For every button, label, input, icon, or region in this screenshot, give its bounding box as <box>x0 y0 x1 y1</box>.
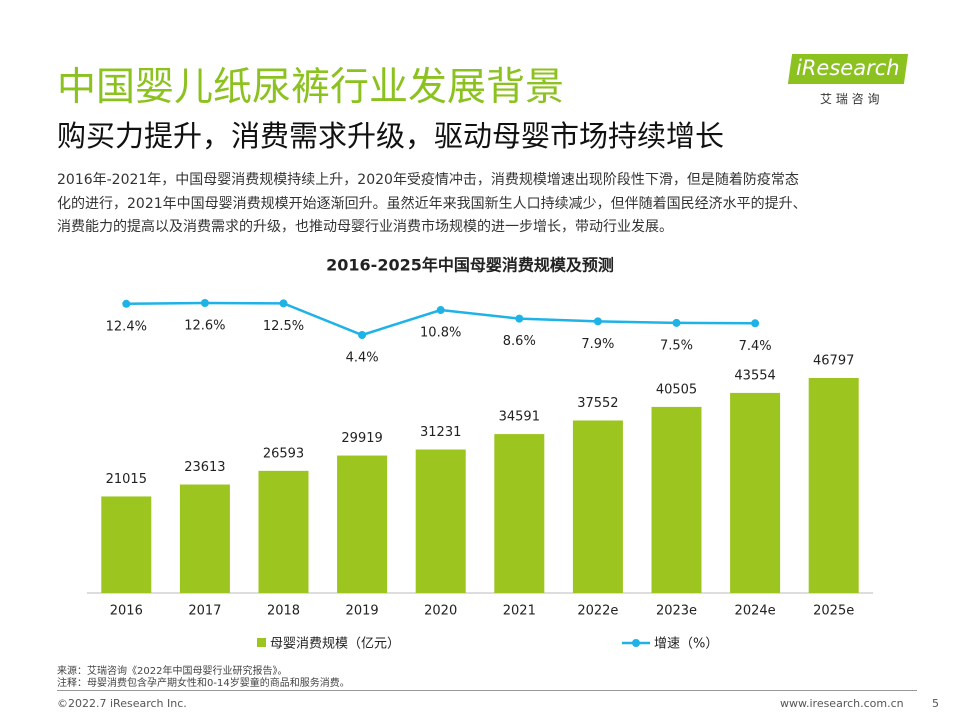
bar <box>101 496 152 593</box>
bar-value-label: 29919 <box>341 431 382 446</box>
x-tick-label: 2019 <box>346 604 379 619</box>
growth-point <box>122 299 131 308</box>
growth-point <box>593 317 602 326</box>
website: www.iresearch.com.cn <box>780 697 904 710</box>
growth-label: 10.8% <box>420 326 461 341</box>
growth-point <box>200 299 209 307</box>
growth-label: 12.6% <box>184 319 225 334</box>
bar <box>572 420 623 593</box>
growth-point <box>751 319 760 328</box>
bar-value-label: 26593 <box>263 446 304 461</box>
logo-brand: iResearch <box>796 56 900 80</box>
logo-tagline: 艾 瑞 咨 询 <box>820 92 880 106</box>
x-tick-label: 2021 <box>503 604 536 619</box>
bar <box>258 470 309 593</box>
growth-point <box>515 314 524 323</box>
bar <box>808 378 859 593</box>
legend-swatch <box>257 638 266 647</box>
growth-point <box>358 331 367 339</box>
growth-label: 12.4% <box>106 319 147 334</box>
page-number: 5 <box>932 697 939 710</box>
legend-label: 母婴消费规模（亿元） <box>270 637 400 652</box>
body-line: 2016年-2021年，中国母婴消费规模持续上升，2020年受疫情冲击，消费规模… <box>57 172 799 188</box>
bar <box>337 455 388 593</box>
copyright: ©2022.7 iResearch Inc. <box>57 697 187 710</box>
growth-point <box>672 318 681 327</box>
growth-label: 12.5% <box>263 319 304 334</box>
bar <box>651 406 702 593</box>
growth-label: 7.9% <box>581 337 614 352</box>
growth-label: 7.4% <box>739 339 772 354</box>
bar-value-label: 46797 <box>813 354 854 369</box>
growth-point <box>279 299 288 308</box>
bar-value-label: 43554 <box>734 368 775 383</box>
x-tick-label: 2022e <box>577 604 618 619</box>
bar <box>494 434 545 593</box>
x-tick-label: 2016 <box>110 604 143 619</box>
body-text: 2016年-2021年，中国母婴消费规模持续上升，2020年受疫情冲击，消费规模… <box>57 169 807 240</box>
bar-value-label: 23613 <box>184 460 225 475</box>
legend-label: 增速（%） <box>654 637 718 652</box>
bar-value-label: 40505 <box>656 382 697 397</box>
chart: 2016-2025年中国母婴消费规模及预测 2016 2017 2018 2019 20… <box>87 256 873 652</box>
source: 来源：艾瑞咨询《2022年中国母婴行业研究报告》。 <box>57 666 288 677</box>
x-tick-label: 2024e <box>735 604 776 619</box>
growth-label: 7.5% <box>660 338 693 353</box>
subtitle: 购买力提升，消费需求升级，驱动母婴市场持续增长 <box>57 119 725 153</box>
bar-value-label: 21015 <box>106 472 147 487</box>
note: 注释：母婴消费包含孕产期女性和0-14岁婴童的商品和服务消费。 <box>57 678 350 689</box>
x-tick-label: 2017 <box>188 604 221 619</box>
x-tick-label: 2020 <box>424 604 457 619</box>
x-tick-label: 2018 <box>267 604 300 619</box>
bar <box>730 392 781 593</box>
x-tick-label: 2023e <box>656 604 697 619</box>
footer-rule <box>57 690 917 691</box>
growth-label: 4.4% <box>346 351 379 366</box>
growth-label: 8.6% <box>503 334 536 349</box>
body-line: 化的进行，2021年中国母婴消费规模开始逐渐回升。虽然近年来我国新生人口持续减少… <box>57 195 807 212</box>
legend-swatch <box>632 639 640 647</box>
bar <box>415 449 466 593</box>
growth-point <box>436 306 445 315</box>
bar-value-label: 34591 <box>499 410 540 425</box>
x-tick-label: 2025e <box>813 604 854 619</box>
title: 中国婴儿纸尿裤行业发展背景 <box>57 65 565 110</box>
chart-title: 2016-2025年中国母婴消费规模及预测 <box>326 256 614 275</box>
body-line: 消费能力的提高以及消费需求的升级，也推动母婴行业消费市场规模的进一步增长，带动行… <box>57 219 673 235</box>
bar-value-label: 31231 <box>420 425 461 440</box>
bar-value-label: 37552 <box>577 396 618 411</box>
bar <box>179 484 230 593</box>
